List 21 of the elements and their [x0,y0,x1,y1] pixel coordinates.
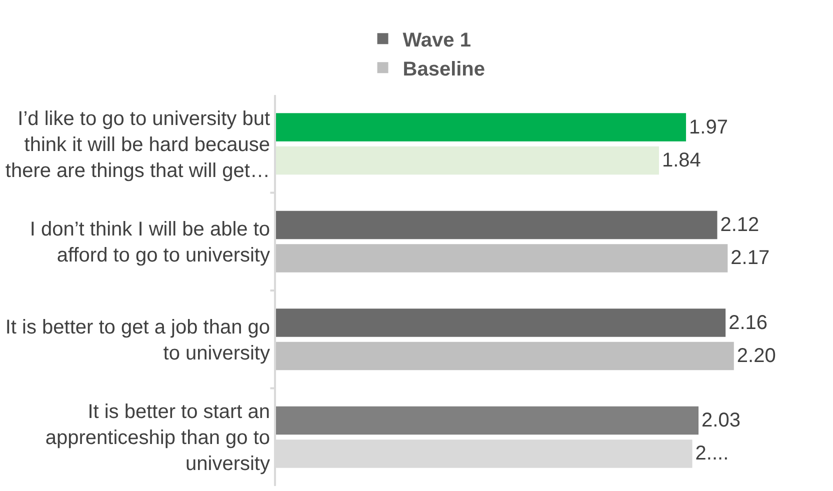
bar [276,146,659,175]
data-label: 2.16 [728,312,768,334]
bar [276,210,718,240]
data-label: 2.... [695,442,729,465]
bar [276,308,726,337]
bar [276,244,728,272]
bar [276,342,734,370]
y-tick-label: It is better to start an apprenticeship than go to university [45,401,270,476]
data-label: 2.20 [736,344,776,367]
legend-label: Wave 1 [402,29,471,52]
bar [276,406,699,435]
data-label: 2.12 [720,214,760,236]
data-label: 1.97 [689,116,728,138]
bar [276,113,686,142]
data-label: 2.17 [730,247,770,270]
y-tick-label: I don’t think I will be able to afford to go to university [30,218,270,267]
data-label: 2.03 [702,410,740,432]
y-tick-label: It is better to get a job than go to university [5,316,270,364]
y-tick-label: I’d like to go to university but think it will be hard because there are things that will get… [5,108,270,182]
data-label: 1.84 [662,149,701,172]
legend-label: Baseline [402,58,486,80]
